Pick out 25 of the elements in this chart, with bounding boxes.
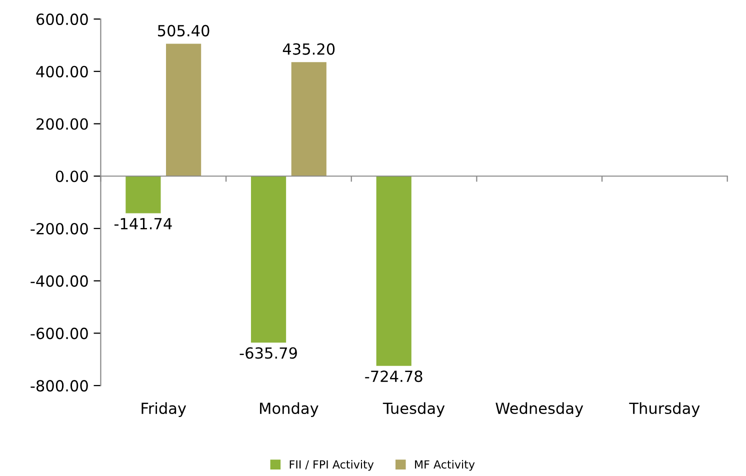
y-tick-label: 400.00 — [36, 66, 88, 78]
y-tick-label: -800.00 — [30, 380, 88, 392]
bar — [250, 176, 286, 343]
data-label: -635.79 — [240, 347, 297, 359]
bar — [291, 62, 326, 176]
y-tick-label: -200.00 — [30, 222, 88, 234]
data-label: 505.40 — [158, 24, 210, 36]
y-tick-label: 200.00 — [36, 118, 88, 130]
bar — [376, 176, 412, 366]
bar — [166, 44, 202, 176]
x-tick-label: Thursday — [629, 402, 700, 418]
data-label: -724.78 — [365, 370, 422, 382]
x-tick-label: Monday — [260, 402, 318, 418]
legend-label: FII / FPI Activity — [290, 460, 374, 471]
y-tick-label: -400.00 — [30, 275, 88, 287]
data-label: 435.20 — [282, 43, 335, 55]
y-tick-label: 600.00 — [36, 14, 88, 26]
x-tick-label: Wednesday — [496, 402, 584, 418]
x-tick-label: Tuesday — [382, 402, 445, 418]
bar — [126, 176, 161, 214]
y-tick-label: 0.00 — [56, 170, 88, 182]
data-label: -141.74 — [114, 218, 172, 230]
y-tick-label: -600.00 — [30, 328, 88, 340]
x-tick-label: Friday — [142, 402, 186, 418]
legend-label: MF Activity — [415, 460, 475, 471]
